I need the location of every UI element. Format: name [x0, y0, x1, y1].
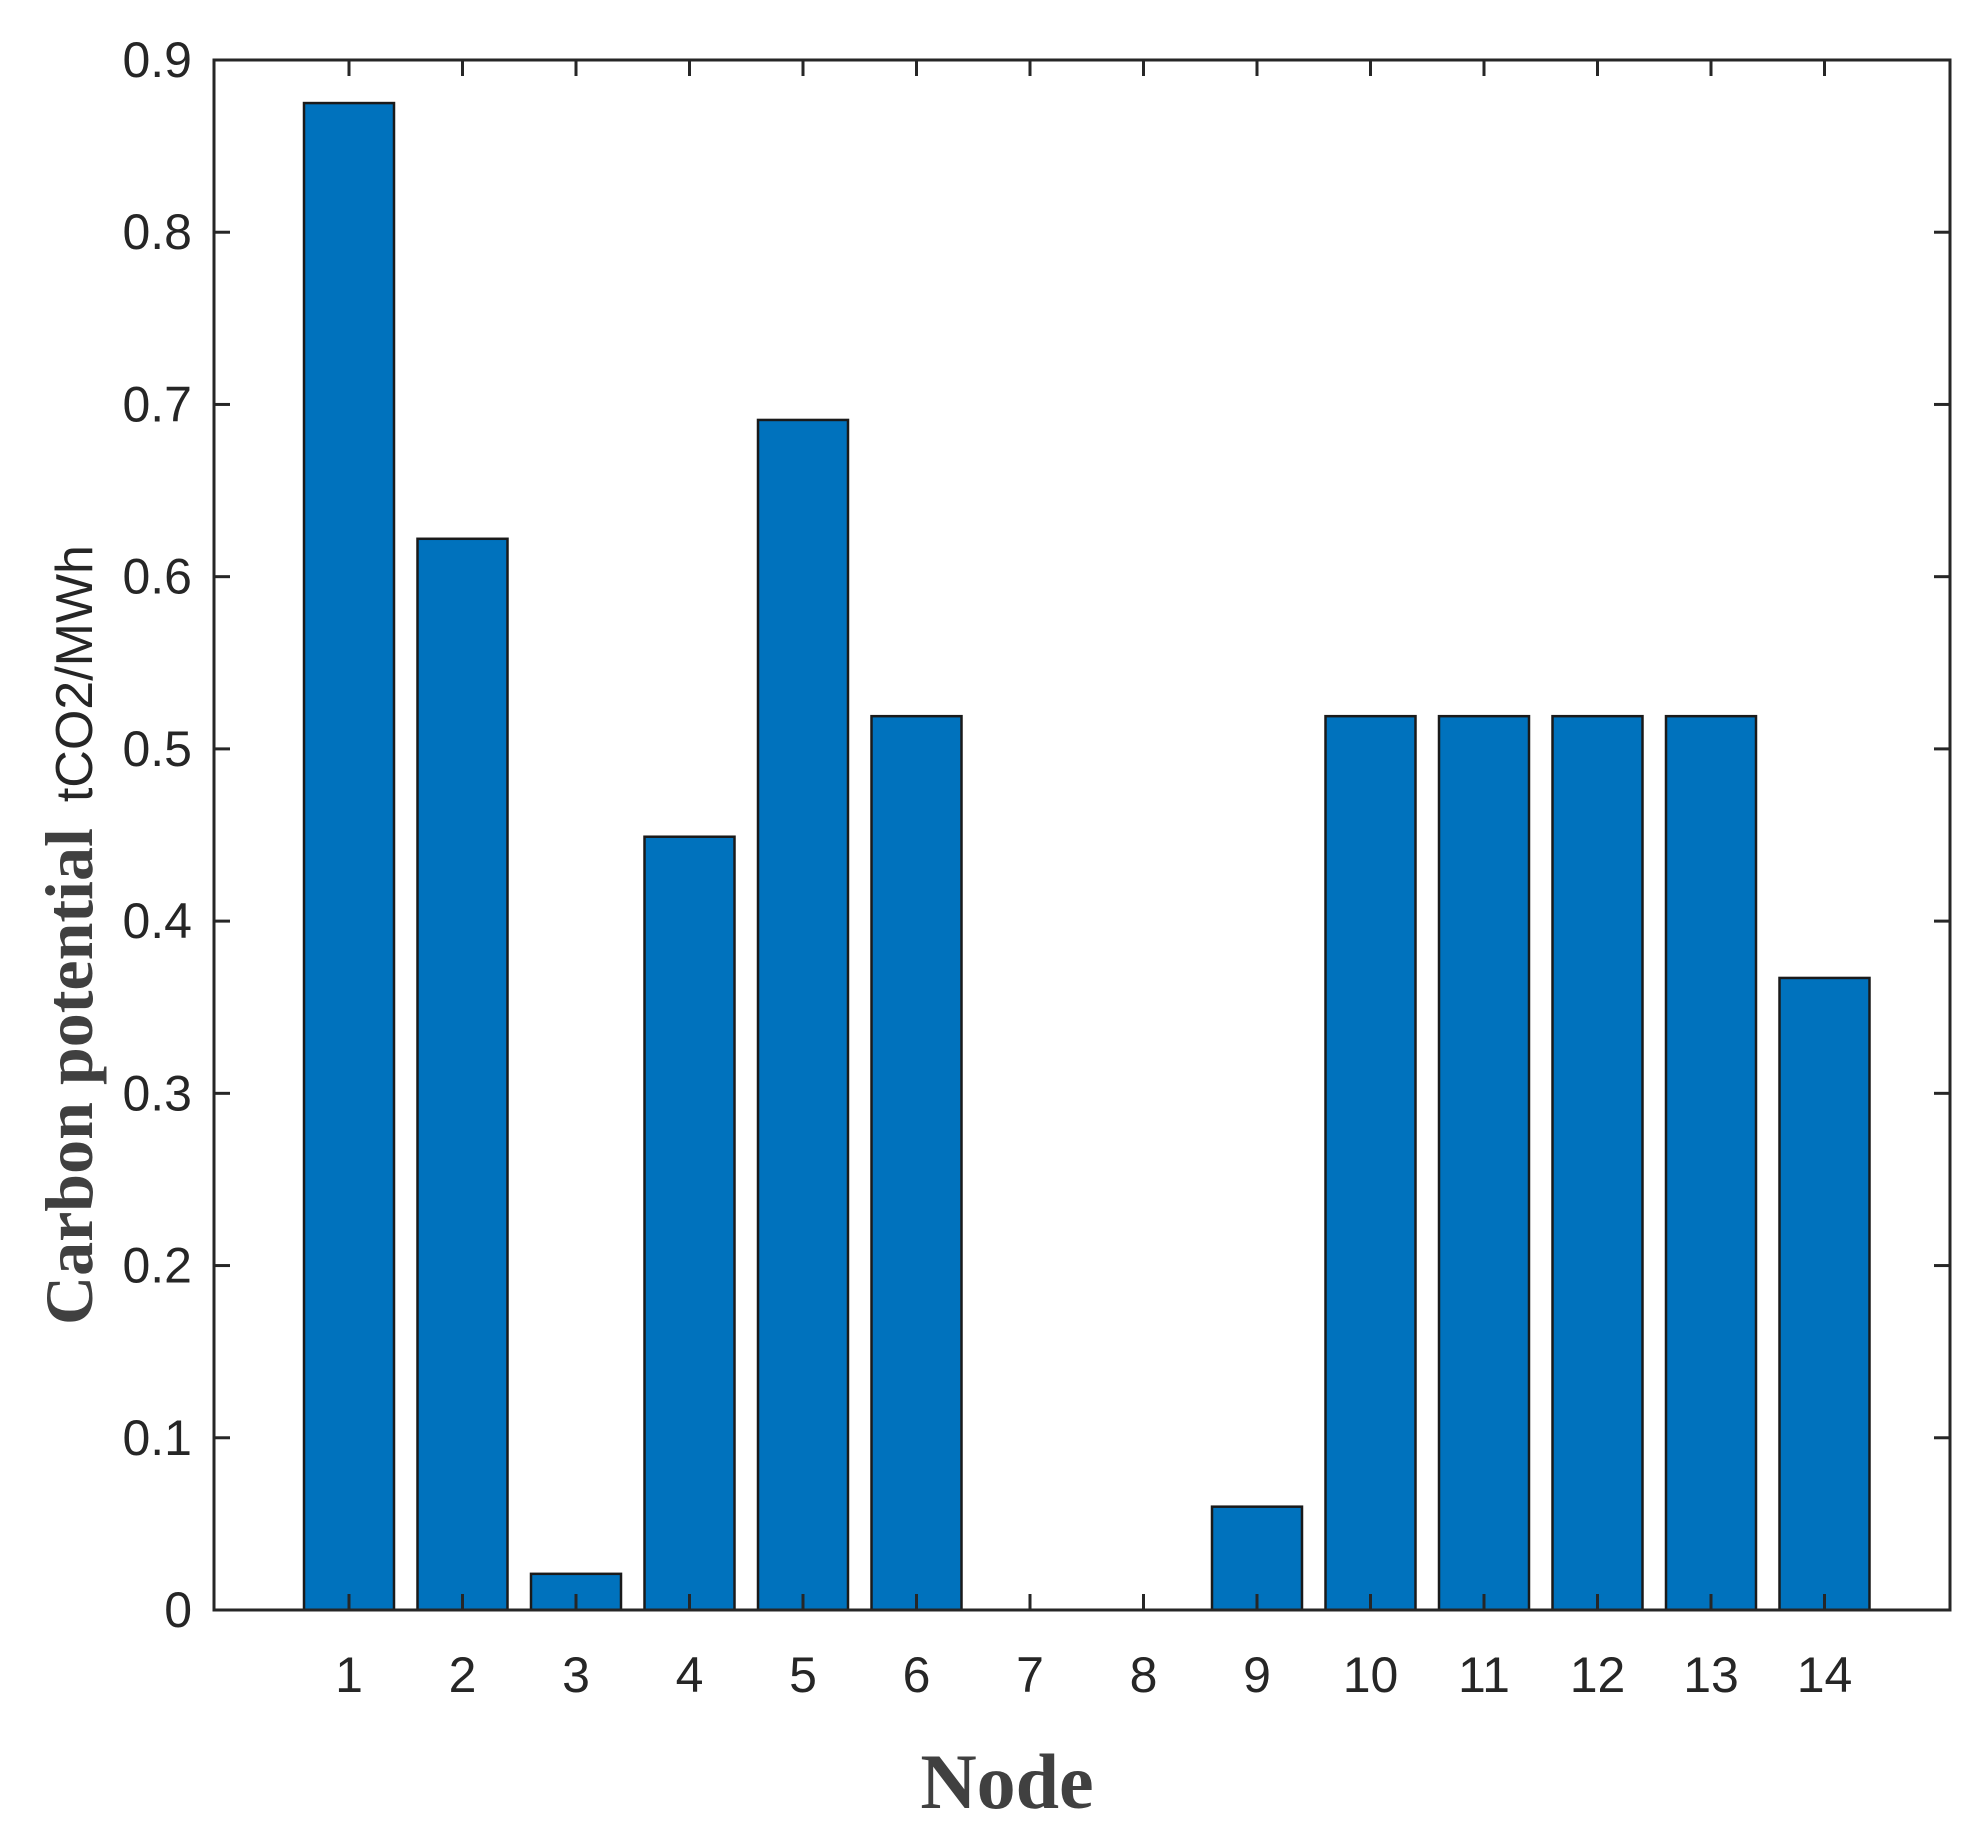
x-tick-label: 10 — [1343, 1647, 1399, 1703]
bar-node-10 — [1324, 714, 1417, 1612]
x-tick-label: 13 — [1683, 1647, 1739, 1703]
y-axis-label: Carbon potential tCO2/MWh — [31, 545, 107, 1325]
y-tick-label: 0.3 — [122, 1065, 192, 1121]
bar-node-1 — [302, 101, 396, 1612]
bar-node-14 — [1778, 976, 1871, 1612]
x-tick-label: 1 — [335, 1647, 363, 1703]
x-tick-label: 6 — [903, 1647, 931, 1703]
x-tick-label: 2 — [449, 1647, 477, 1703]
bar-node-2 — [416, 537, 509, 1612]
x-axis-label: Node — [920, 1738, 1093, 1825]
y-tick-label: 0.4 — [122, 893, 192, 949]
x-axis-ticks: 1 2 3 4 5 6 7 8 9 10 11 12 13 14 — [335, 60, 1852, 1703]
x-tick-label: 11 — [1458, 1647, 1510, 1703]
x-tick-label: 9 — [1243, 1647, 1271, 1703]
y-tick-label: 0.9 — [122, 32, 192, 88]
bar-node-11 — [1437, 714, 1531, 1612]
x-tick-label: 4 — [676, 1647, 704, 1703]
bars-group — [302, 101, 1871, 1612]
bar-node-9 — [1210, 1505, 1304, 1612]
x-tick-label: 14 — [1797, 1647, 1853, 1703]
bar-node-5 — [756, 418, 850, 1612]
y-tick-label: 0.7 — [122, 376, 192, 432]
bar-node-12 — [1551, 714, 1644, 1612]
y-tick-label: 0.2 — [122, 1238, 192, 1294]
bar-node-6 — [870, 714, 963, 1612]
y-tick-label: 0.8 — [122, 204, 192, 260]
x-tick-label: 7 — [1016, 1647, 1044, 1703]
y-axis-label-main: Carbon potential — [31, 828, 107, 1325]
y-axis-ticks: 0 0.1 0.2 0.3 0.4 0.5 0.6 0.7 0.8 0.9 — [122, 32, 1950, 1638]
bar-node-4 — [643, 835, 736, 1612]
x-tick-label: 5 — [789, 1647, 817, 1703]
bar-node-13 — [1664, 714, 1758, 1612]
y-tick-label: 0.5 — [122, 721, 192, 777]
y-axis-label-unit: tCO2/MWh — [46, 545, 104, 802]
x-tick-label: 8 — [1130, 1647, 1158, 1703]
y-tick-label: 0.1 — [122, 1410, 192, 1466]
plot-frame — [212, 58, 1952, 1612]
y-tick-label: 0 — [164, 1582, 192, 1638]
y-tick-label: 0.6 — [122, 549, 192, 605]
x-tick-label: 12 — [1570, 1647, 1626, 1703]
x-tick-label: 3 — [562, 1647, 590, 1703]
